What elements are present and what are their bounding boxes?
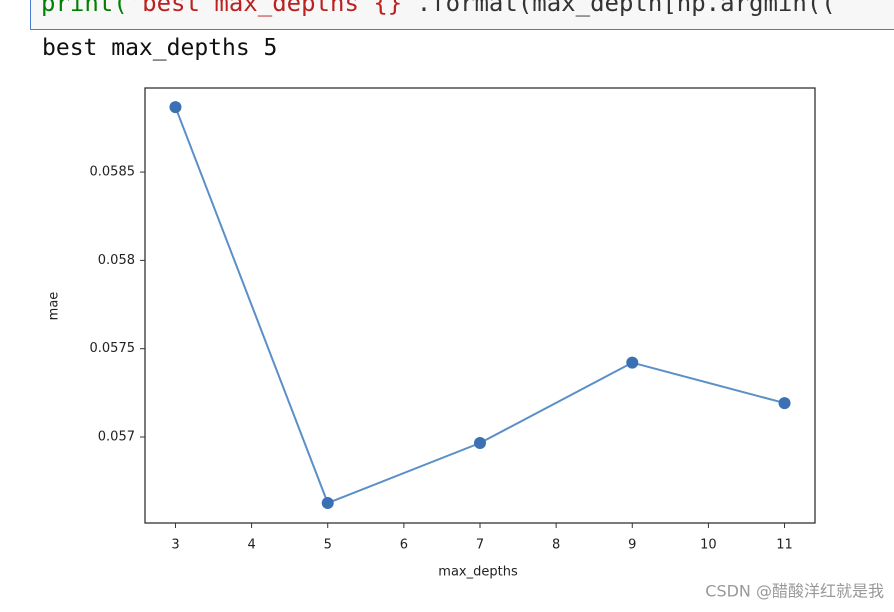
- data-point: [474, 436, 486, 449]
- data-point: [626, 356, 639, 369]
- plot-frame: [144, 87, 816, 524]
- code-cell[interactable]: print('best max_depths {}'.format(max_de…: [30, 0, 894, 30]
- code-token: print(: [41, 0, 128, 17]
- x-tick-label: 5: [324, 538, 332, 553]
- x-axis-label: max_depths: [438, 565, 518, 580]
- watermark: CSDN @醋酸洋红就是我: [705, 582, 884, 601]
- code-token: max_depth[np.argmin((: [532, 0, 836, 17]
- y-tick-label: 0.0585: [90, 165, 136, 180]
- x-tick-label: 6: [400, 538, 408, 553]
- x-tick-label: 10: [700, 538, 717, 553]
- data-point: [778, 397, 791, 410]
- x-tick-label: 7: [476, 538, 484, 553]
- y-tick-label: 0.057: [98, 429, 135, 444]
- y-axis-label: mae: [47, 292, 62, 321]
- cell-output: best max_depths 5: [42, 35, 278, 61]
- x-tick-label: 4: [247, 538, 255, 553]
- x-tick-label: 3: [171, 538, 179, 553]
- code-token: 'best max_depths {}': [127, 0, 417, 17]
- x-tick-label: 8: [552, 538, 560, 553]
- x-tick-label: 11: [776, 538, 793, 553]
- code-token: .format(: [416, 0, 533, 17]
- data-point: [321, 497, 334, 510]
- y-tick-label: 0.0575: [90, 341, 136, 356]
- data-point: [169, 101, 182, 114]
- x-tick-label: 9: [628, 538, 636, 553]
- y-tick-label: 0.058: [98, 253, 135, 268]
